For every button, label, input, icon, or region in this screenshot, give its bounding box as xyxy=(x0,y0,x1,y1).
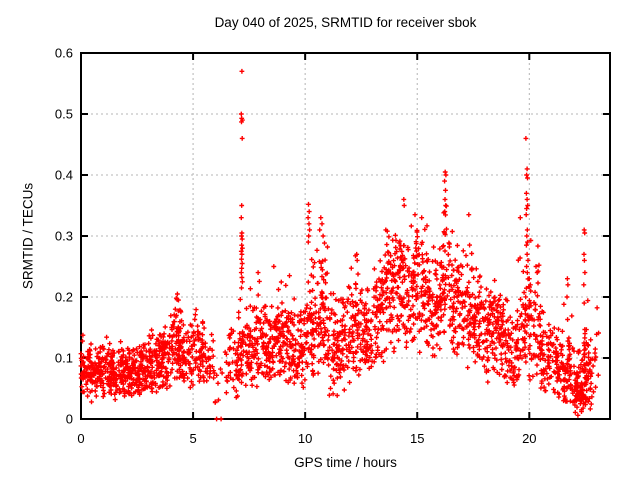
y-tick-label: 0.4 xyxy=(55,168,73,183)
y-tick-label: 0.3 xyxy=(55,229,73,244)
x-tick-label: 10 xyxy=(298,431,312,446)
axis-ticks xyxy=(80,52,610,420)
x-tick-label: 5 xyxy=(189,431,196,446)
y-tick-label: 0.2 xyxy=(55,290,73,305)
y-tick-label: 0 xyxy=(66,412,73,427)
data-points-scatter xyxy=(78,68,601,422)
y-tick-label: 0.6 xyxy=(55,46,73,61)
chart-title: Day 040 of 2025, SRMTID for receiver sbo… xyxy=(214,15,477,30)
tick-labels: 0 0.1 0.2 0.3 0.4 0.5 0.6 0 5 10 15 20 xyxy=(55,46,537,447)
y-tick-label: 0.5 xyxy=(55,107,73,122)
x-tick-label: 0 xyxy=(77,431,84,446)
x-axis-label: GPS time / hours xyxy=(294,455,397,470)
x-tick-label: 20 xyxy=(522,431,536,446)
x-tick-label: 15 xyxy=(410,431,424,446)
y-tick-label: 0.1 xyxy=(55,351,73,366)
